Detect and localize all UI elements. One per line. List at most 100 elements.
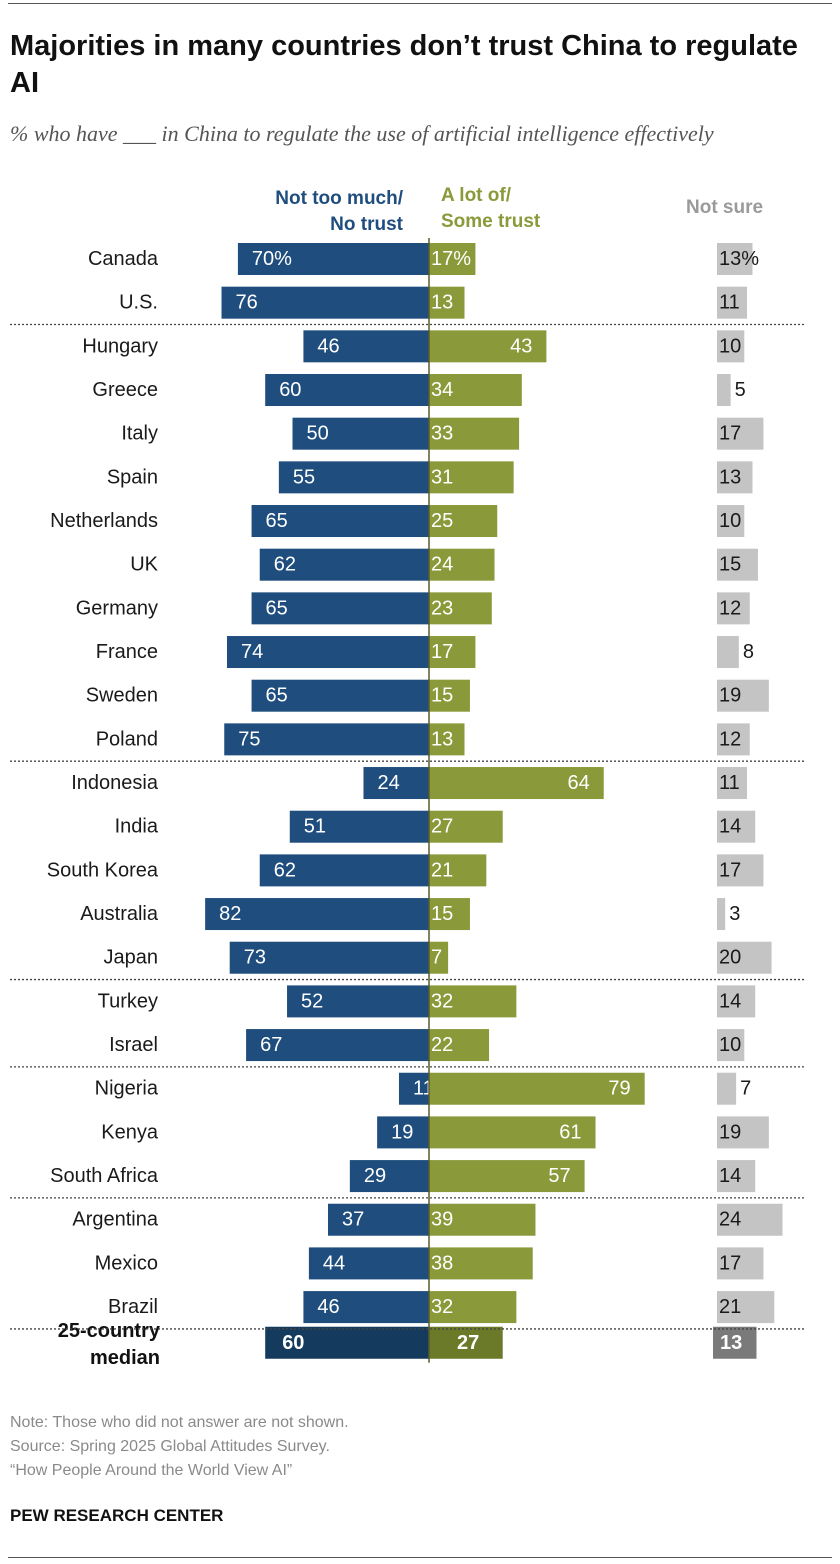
bar-not-sure: [717, 810, 756, 843]
country-label: Spain: [107, 466, 158, 488]
value-label-not-sure: 11: [719, 292, 740, 314]
country-label: France: [96, 641, 158, 663]
bar-not-sure: [717, 898, 726, 931]
value-label-trust: 61: [559, 1121, 581, 1143]
country-label: Germany: [76, 597, 158, 619]
bar-trust: [429, 723, 465, 756]
value-label-not-sure: 19: [719, 1121, 741, 1143]
value-label-not-sure: 21: [719, 1296, 741, 1318]
value-label-trust: 17: [431, 641, 453, 663]
value-label-no-trust: 70%: [252, 248, 292, 270]
country-label: Netherlands: [50, 510, 158, 532]
value-label-no-trust: 51: [304, 816, 326, 838]
value-label-trust: 24: [431, 554, 453, 576]
value-label-no-trust: 73: [244, 947, 266, 969]
bar-no-trust: [265, 374, 429, 407]
bar-trust: [429, 679, 470, 712]
value-label-not-sure: 10: [719, 1034, 741, 1056]
value-label-no-trust: 67: [260, 1034, 282, 1056]
value-label-trust: 13: [431, 292, 453, 314]
value-label-not-sure: 20: [719, 947, 741, 969]
median-value-trust: 27: [457, 1332, 479, 1354]
country-label: Mexico: [95, 1252, 158, 1274]
note-line: Note: Those who did not answer are not s…: [10, 1414, 349, 1431]
bar-not-sure: [717, 636, 739, 669]
bar-not-sure: [717, 1247, 764, 1280]
value-label-no-trust: 74: [241, 641, 263, 663]
value-label-no-trust: 46: [317, 1296, 339, 1318]
bar-trust: [429, 1203, 536, 1236]
value-label-trust: 7: [431, 947, 442, 969]
column-header-trust: A lot of/ Some trust: [441, 183, 540, 235]
bar-not-sure: [717, 1116, 769, 1149]
bottom-rule: [8, 1557, 832, 1558]
value-label-trust: 27: [431, 816, 453, 838]
bar-not-sure: [717, 723, 750, 756]
value-label-not-sure: 17: [719, 859, 741, 881]
bar-no-trust: [377, 1116, 429, 1149]
column-header-no-trust-line1: Not too much/: [275, 188, 403, 209]
bar-no-trust: [349, 1160, 429, 1193]
bar-not-sure: [717, 374, 731, 407]
value-label-trust: 13: [431, 728, 453, 750]
bar-no-trust: [363, 767, 429, 800]
bar-trust: [429, 330, 547, 363]
value-label-not-sure: 12: [719, 597, 741, 619]
value-label-not-sure: 8: [743, 641, 754, 663]
value-label-trust: 15: [431, 903, 453, 925]
bar-no-trust: [246, 1029, 429, 1062]
value-label-not-sure: 5: [735, 379, 746, 401]
value-label-trust: 33: [431, 423, 453, 445]
bar-no-trust: [327, 1203, 429, 1236]
value-label-no-trust: 60: [279, 379, 301, 401]
value-label-not-sure: 10: [719, 335, 741, 357]
bar-trust: [429, 1116, 596, 1149]
value-label-not-sure: 14: [719, 1165, 741, 1187]
report-title-line: “How People Around the World View AI”: [10, 1462, 293, 1479]
column-header-not-sure: Not sure: [686, 197, 764, 218]
country-label: Japan: [104, 947, 159, 969]
bar-no-trust: [259, 548, 429, 581]
bar-no-trust: [237, 243, 429, 275]
value-label-no-trust: 46: [317, 335, 339, 357]
bar-no-trust: [289, 810, 429, 843]
value-label-no-trust: 50: [307, 423, 329, 445]
country-label: South Korea: [47, 859, 159, 881]
value-label-not-sure: 7: [740, 1078, 751, 1100]
value-label-not-sure: 17: [719, 1252, 741, 1274]
bar-no-trust: [221, 286, 429, 319]
bar-no-trust: [226, 636, 429, 669]
bar-no-trust: [278, 461, 429, 494]
country-label: Nigeria: [95, 1078, 159, 1100]
bar-trust: [429, 417, 520, 450]
bar-no-trust: [229, 941, 429, 974]
bar-no-trust: [308, 1247, 429, 1280]
bar-trust: [429, 810, 503, 843]
bar-not-sure: [717, 243, 753, 275]
bar-no-trust: [251, 505, 429, 538]
bar-trust: [429, 286, 465, 319]
column-header-no-trust-line2: No trust: [330, 214, 403, 235]
bar-not-sure: [717, 767, 748, 800]
country-label: Indonesia: [71, 772, 159, 794]
value-label-trust: 64: [567, 772, 589, 794]
country-label: Hungary: [82, 335, 158, 357]
value-label-not-sure: 12: [719, 728, 741, 750]
country-label: Argentina: [72, 1209, 158, 1231]
bar-trust: [429, 374, 522, 407]
value-label-no-trust: 44: [323, 1252, 345, 1274]
bar-not-sure: [717, 1203, 783, 1236]
value-label-no-trust: 19: [391, 1121, 413, 1143]
value-label-trust: 34: [431, 379, 453, 401]
country-label: South Africa: [50, 1165, 159, 1187]
country-label: UK: [130, 554, 158, 576]
value-label-no-trust: 65: [266, 510, 288, 532]
bar-trust: [429, 985, 517, 1018]
bar-trust: [429, 854, 487, 887]
bar-no-trust: [205, 898, 429, 931]
bar-no-trust: [303, 1291, 429, 1324]
country-label: Israel: [109, 1034, 158, 1056]
country-label: India: [115, 816, 159, 838]
country-label: Greece: [92, 379, 158, 401]
bar-not-sure: [717, 679, 769, 712]
